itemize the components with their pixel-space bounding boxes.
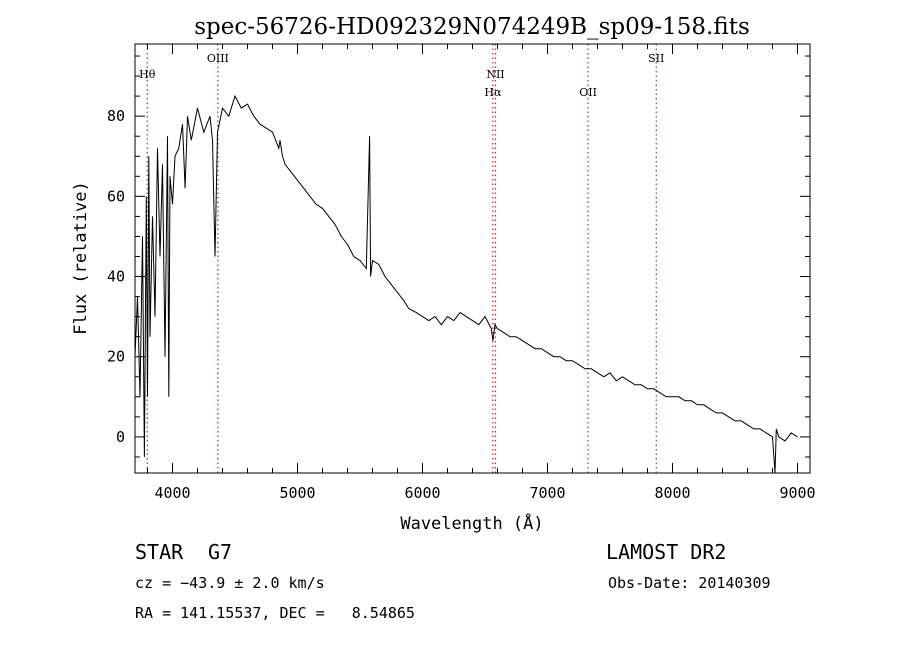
x-axis-label: Wavelength (Å) [400, 512, 543, 534]
spectral-line-label: Hα [484, 86, 502, 99]
object-subclass: G7 [208, 540, 233, 564]
spectral-line-label: Hθ [139, 68, 156, 81]
x-tick-label: 6000 [404, 484, 440, 502]
spectral-line-label: NII [486, 68, 504, 81]
coordinates: RA = 141.15537, DEC = 8.54865 [135, 604, 415, 622]
spectral-line-markers: Hθ OIII NII Hα OII SII [139, 44, 664, 473]
x-tick-label: 8000 [654, 484, 690, 502]
axis-ticks: 4000 5000 6000 7000 8000 9000 0 20 40 60 80 [107, 44, 816, 502]
observation-date: Obs-Date: 20140309 [608, 574, 771, 592]
spectrum-series [134, 94, 798, 474]
x-tick-label: 4000 [154, 484, 190, 502]
chart-title: spec-56726-HD092329N074249B_sp09-158.fit… [194, 14, 750, 40]
y-tick-label: 80 [107, 107, 125, 125]
spectral-line-label: SII [648, 52, 664, 65]
spectral-line-label: OIII [207, 52, 229, 65]
y-tick-label: 60 [107, 187, 125, 205]
y-tick-label: 20 [107, 348, 125, 366]
survey-label: LAMOST DR2 [606, 540, 727, 564]
x-tick-label: 5000 [279, 484, 315, 502]
x-tick-label: 7000 [529, 484, 565, 502]
redshift-velocity: cz = −43.9 ± 2.0 km/s [135, 574, 325, 592]
y-tick-label: 40 [107, 268, 125, 286]
y-axis-label: Flux (relative) [71, 181, 91, 335]
object-class: STAR [135, 540, 184, 564]
spectral-line-label: OII [579, 86, 597, 99]
x-tick-label: 9000 [779, 484, 815, 502]
spectrum-line [134, 94, 798, 474]
y-tick-label: 0 [116, 428, 125, 446]
